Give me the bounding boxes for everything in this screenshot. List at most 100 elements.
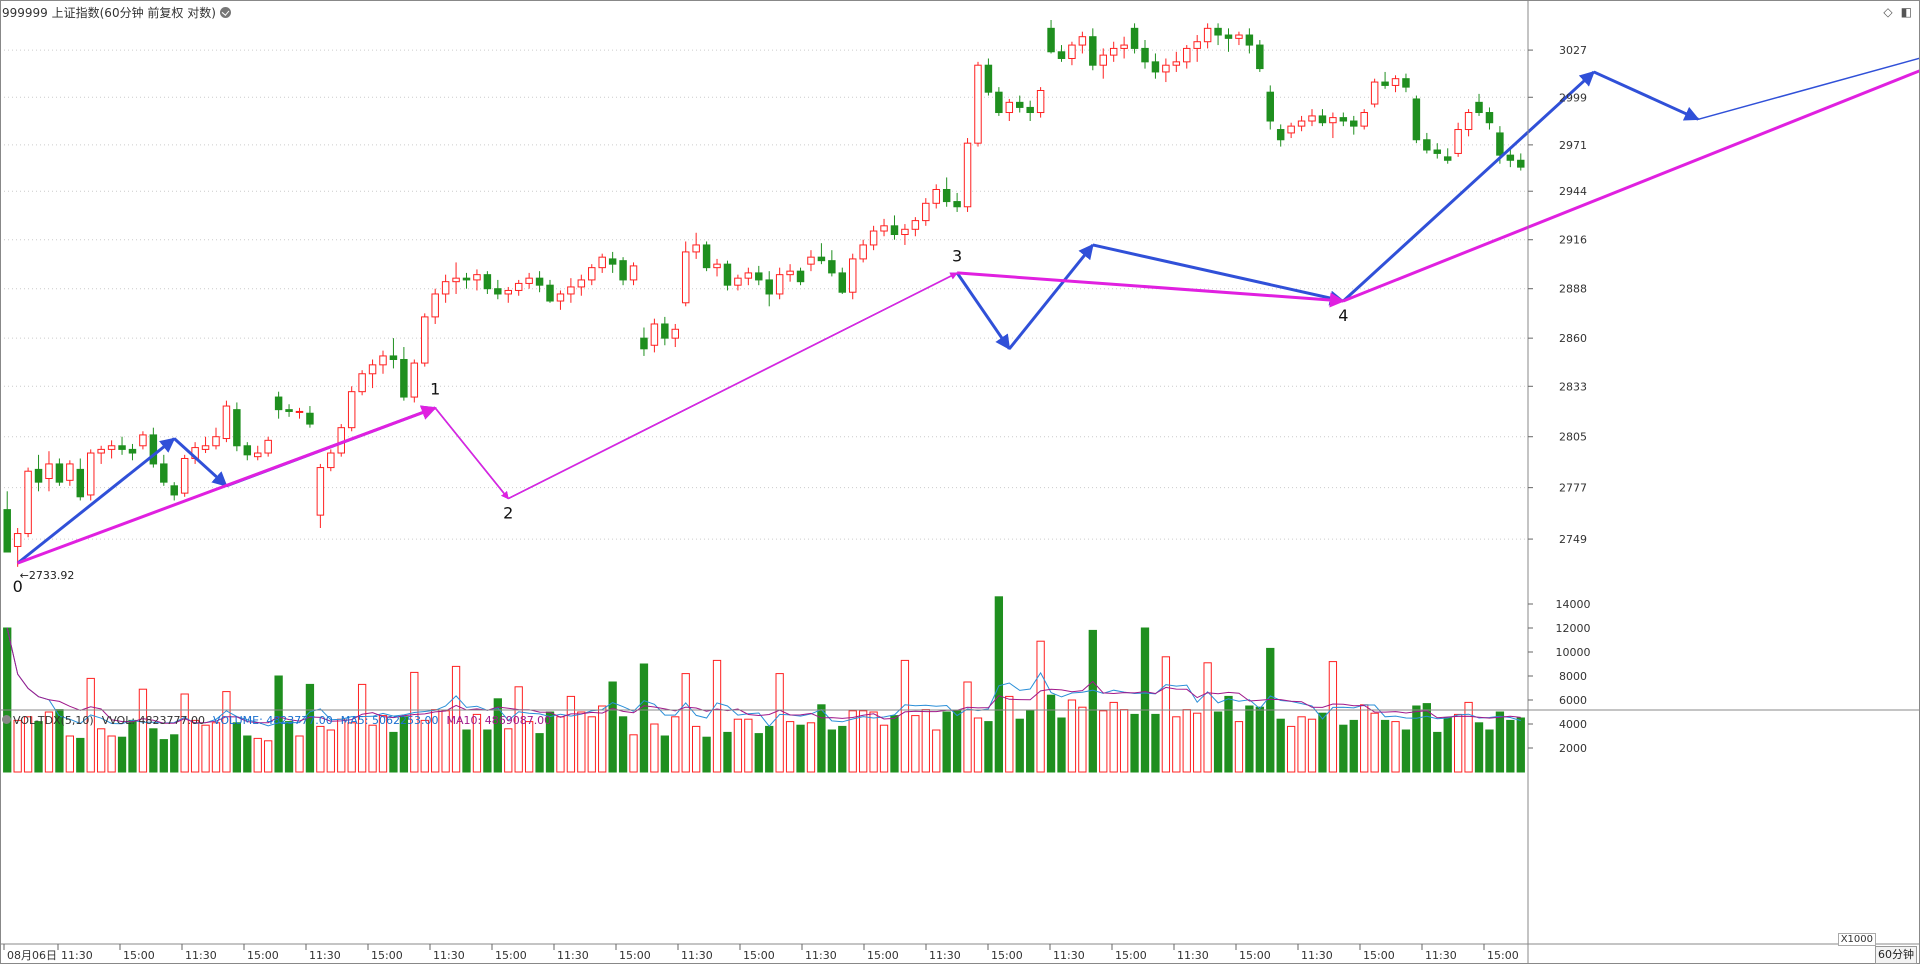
period-button[interactable]: 60分钟 xyxy=(1875,946,1917,964)
blue-wave-segment xyxy=(173,437,228,487)
volume-indicator[interactable]: VOL-TDX(5,10) xyxy=(2,714,94,727)
volume-bar-up xyxy=(347,722,356,773)
volume-bar-up xyxy=(86,677,95,773)
time-tick-label: 11:30 xyxy=(805,949,837,962)
candle-body-up xyxy=(254,452,262,458)
candle-body-down xyxy=(1141,47,1149,63)
price-tick-label: 2971 xyxy=(1559,139,1587,152)
blue-wave-segment xyxy=(955,272,1011,351)
time-tick-label: 11:30 xyxy=(61,949,93,962)
volume-bar-down xyxy=(1516,717,1525,773)
volume-bar-up xyxy=(712,659,722,773)
candle-body-up xyxy=(598,256,606,269)
indicator-name: VOL-TDX(5,10) xyxy=(13,713,94,727)
panel-toggle-icon[interactable]: ◧ xyxy=(1900,5,1912,19)
candle-body-up xyxy=(180,457,189,494)
candle-body-up xyxy=(525,277,533,284)
diamond-icon[interactable]: ◇ xyxy=(1883,5,1893,19)
candle-body-down xyxy=(1412,98,1421,141)
candle-body-down xyxy=(462,277,471,281)
volume-bar-up xyxy=(420,719,429,773)
candle-body-down xyxy=(1318,115,1327,124)
candle-body-down xyxy=(1339,117,1348,122)
check-badge-icon[interactable] xyxy=(219,6,231,18)
volume-bar-down xyxy=(1213,711,1223,773)
price-tick-label: 3027 xyxy=(1559,44,1587,57)
volume-bar-down xyxy=(890,715,899,773)
volume-bar-up xyxy=(524,721,534,773)
time-tick-label: 15:00 xyxy=(619,949,651,962)
candle-body-down xyxy=(1016,101,1024,108)
candle-body-down xyxy=(1433,149,1442,154)
volume-bar-down xyxy=(765,725,774,773)
candle-body-up xyxy=(1360,112,1368,127)
volume-bar-up xyxy=(65,735,75,773)
volume-bar-up xyxy=(44,711,54,773)
candle-body-up xyxy=(911,220,920,230)
volume-bar-up xyxy=(13,719,22,773)
candle-body-up xyxy=(264,439,272,454)
candle-body-up xyxy=(880,225,888,232)
price-tick-label: 2749 xyxy=(1559,533,1587,546)
volume-bar-up xyxy=(566,695,576,773)
volume-bar-down xyxy=(1443,717,1452,773)
volume-bar-up xyxy=(1172,716,1181,773)
volume-bar-up xyxy=(23,716,33,773)
candle-body-down xyxy=(1151,61,1160,73)
price-tick-label: 2888 xyxy=(1559,283,1587,296)
candle-body-up xyxy=(201,445,210,450)
candle-body-up xyxy=(1391,78,1400,86)
volume-bar-up xyxy=(973,717,983,773)
price-tick-label: 2944 xyxy=(1559,185,1587,198)
volume-bar-up xyxy=(1370,712,1379,773)
candle-body-up xyxy=(1078,36,1087,46)
time-tick-label: 11:30 xyxy=(1425,949,1457,962)
candle-body-up xyxy=(775,274,784,295)
candle-body-down xyxy=(306,412,314,425)
volume-bar-up xyxy=(368,724,377,773)
volume-bar-down xyxy=(618,716,628,773)
candle-body-down xyxy=(1224,34,1233,39)
time-tick-label: 11:30 xyxy=(681,949,713,962)
blue-wave-segment xyxy=(1008,243,1094,350)
volume-bar-up xyxy=(97,728,106,773)
candle-body-up xyxy=(379,355,387,366)
time-tick-label: 15:00 xyxy=(1239,949,1271,962)
volume-bar-up xyxy=(316,725,325,773)
candle-body-down xyxy=(128,448,137,454)
price-tick-label: 2860 xyxy=(1559,332,1587,345)
volume-bar-up xyxy=(514,686,523,773)
blue-wave-segment xyxy=(16,437,176,565)
volume-bar-up xyxy=(451,665,461,773)
candle-body-down xyxy=(619,260,627,281)
wave-label-2: 2 xyxy=(503,504,513,523)
wave-labels: 01234550←2733.92←3042.93 xyxy=(13,246,1349,596)
time-tick-label: 11:30 xyxy=(1177,949,1209,962)
candle-body-up xyxy=(1464,112,1473,131)
volume-bar-down xyxy=(796,724,805,773)
time-tick-label: 15:00 xyxy=(1115,949,1147,962)
candle-body-up xyxy=(744,272,753,279)
volume-bar-up xyxy=(1307,718,1317,773)
candle-body-down xyxy=(494,288,502,295)
volume-bar-up xyxy=(337,718,346,773)
candle-body-up xyxy=(932,188,940,204)
candle-body-up xyxy=(66,463,74,481)
candle-body-down xyxy=(1485,112,1494,124)
candle-body-up xyxy=(431,293,439,318)
candle-body-down xyxy=(160,463,168,483)
blue-wave-segment xyxy=(1342,70,1595,303)
candle-body-up xyxy=(1235,34,1243,39)
indicator-menu-icon[interactable] xyxy=(2,714,11,724)
volume-tick-label: 2000 xyxy=(1559,742,1587,755)
magenta-wave-segment xyxy=(507,272,958,500)
volume-bar-up xyxy=(1067,699,1077,773)
candle-body-up xyxy=(13,533,22,547)
candle-body-down xyxy=(149,434,158,465)
volume-bar-up xyxy=(859,710,868,773)
volume-bar-up xyxy=(921,709,930,773)
volume-bar-up xyxy=(1182,709,1191,773)
